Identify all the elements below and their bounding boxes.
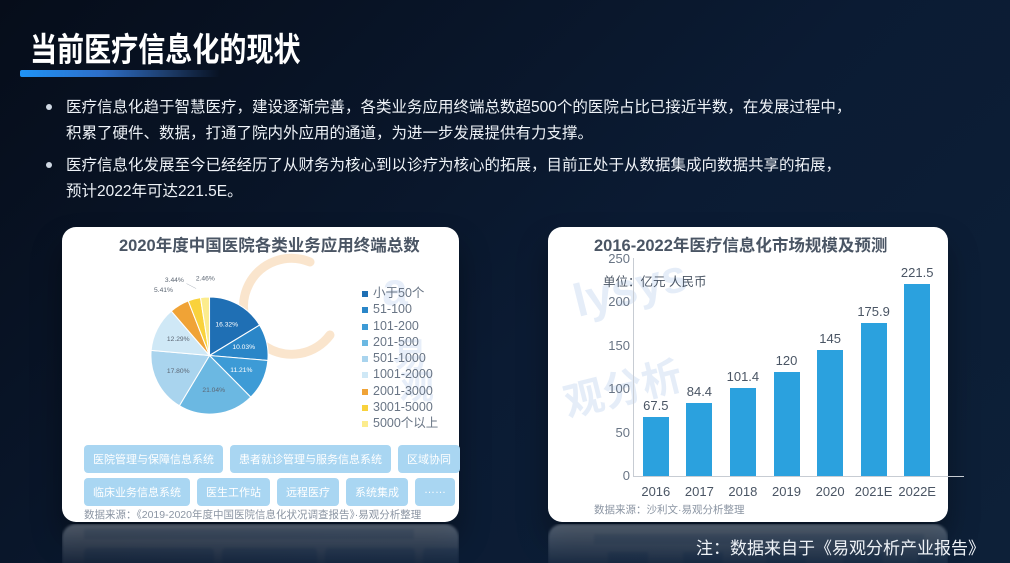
svg-text:2.46%: 2.46% [196, 276, 215, 283]
svg-text:11.21%: 11.21% [230, 367, 252, 374]
svg-text:17.80%: 17.80% [167, 368, 190, 375]
svg-text:16.32%: 16.32% [215, 322, 238, 329]
svg-text:21.04%: 21.04% [202, 387, 225, 394]
svg-text:10.03%: 10.03% [232, 344, 255, 351]
svg-text:3.44%: 3.44% [165, 277, 184, 284]
svg-text:12.29%: 12.29% [167, 336, 190, 343]
svg-text:5.41%: 5.41% [154, 287, 173, 294]
